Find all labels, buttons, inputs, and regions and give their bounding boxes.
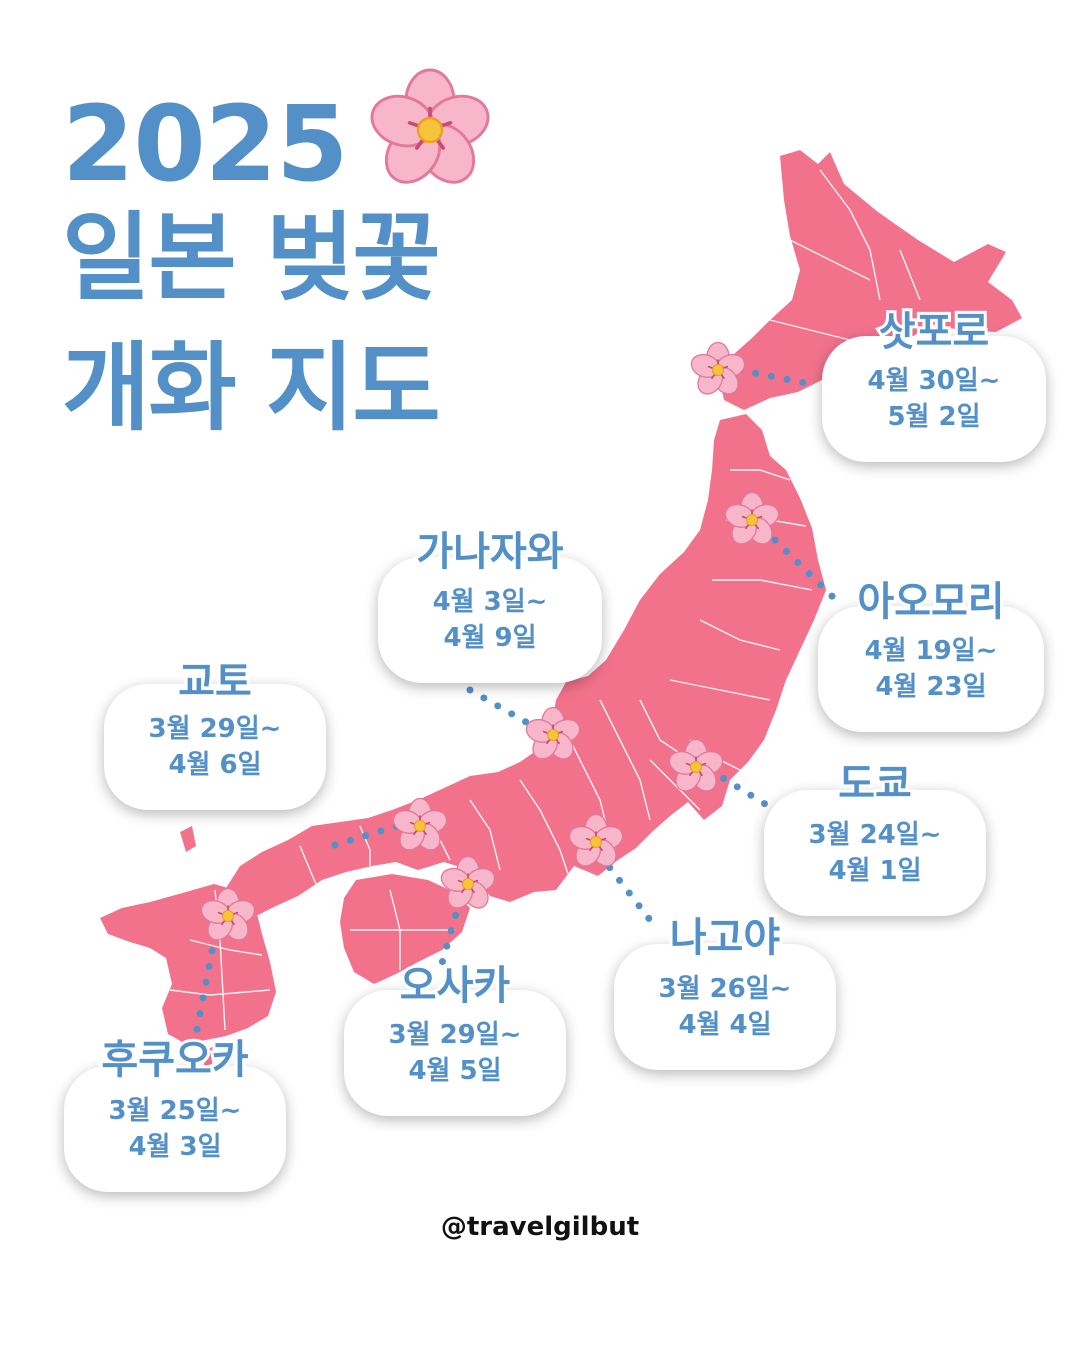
- shikoku: [340, 874, 470, 984]
- city-date-end: 4월 4일: [678, 1010, 772, 1040]
- credit-handle: @travelgilbut: [440, 1212, 640, 1242]
- city-name-aomori: 아오모리: [854, 579, 1007, 625]
- city-card-fukuoka: 3월 25일~ 4월 3일: [64, 1066, 286, 1192]
- city-date-start: 3월 29일~: [148, 714, 282, 744]
- cherry-blossom-icon: [368, 68, 492, 192]
- city-card-osaka: 3월 29일~ 4월 5일: [344, 990, 566, 1116]
- city-date-end: 4월 23일: [875, 672, 987, 702]
- city-name-kanazawa: 가나자와: [413, 529, 566, 575]
- city-date-end: 4월 6일: [168, 750, 262, 780]
- city-card-sapporo: 4월 30일~ 5월 2일: [822, 336, 1046, 462]
- city-date-end: 4월 5일: [408, 1056, 502, 1086]
- city-date-end: 5월 2일: [887, 402, 981, 432]
- city-card-aomori: 4월 19일~ 4월 23일: [818, 606, 1044, 732]
- city-name-osaka: 오사카: [397, 963, 513, 1009]
- city-card-tokyo: 3월 24일~ 4월 1일: [764, 790, 986, 916]
- city-date-start: 3월 29일~: [388, 1020, 522, 1050]
- city-date-start: 4월 3일~: [432, 587, 548, 617]
- okinawa-island: [204, 1046, 214, 1066]
- sado-island: [624, 640, 638, 666]
- city-name-kyoto: 교토: [175, 659, 255, 705]
- honshu: [226, 414, 826, 916]
- city-date-start: 3월 26일~: [658, 974, 792, 1004]
- city-date-end: 4월 3일: [128, 1132, 222, 1162]
- city-date-end: 4월 1일: [828, 856, 922, 886]
- tsushima-island: [180, 826, 196, 852]
- city-name-tokyo: 도쿄: [835, 761, 915, 807]
- city-date-start: 4월 30일~: [867, 366, 1001, 396]
- city-name-nagoya: 나고야: [667, 915, 783, 961]
- title-line-2: 개화 지도: [62, 332, 441, 444]
- city-name-fukuoka: 후쿠오카: [98, 1037, 251, 1083]
- city-date-start: 3월 24일~: [808, 820, 942, 850]
- city-date-end: 4월 9일: [443, 623, 537, 653]
- city-date-start: 3월 25일~: [108, 1096, 242, 1126]
- city-card-kanazawa: 4월 3일~ 4월 9일: [378, 557, 602, 683]
- city-date-start: 4월 19일~: [864, 636, 998, 666]
- city-card-kyoto: 3월 29일~ 4월 6일: [104, 684, 326, 810]
- city-card-nagoya: 3월 26일~ 4월 4일: [614, 944, 836, 1070]
- title-line-1: 일본 벚꽃: [62, 202, 441, 314]
- title-year: 2025: [62, 83, 348, 205]
- city-name-sapporo: 삿포로: [876, 309, 992, 355]
